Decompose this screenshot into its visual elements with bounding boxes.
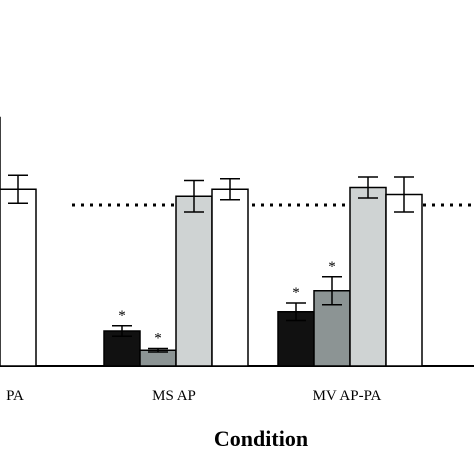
error-bar-3-4 [394, 176, 414, 213]
error-bar-2-2 [148, 347, 168, 353]
error-bar-3-2 [322, 276, 342, 306]
bar-2-4 [211, 188, 249, 367]
bar-3-4 [385, 193, 423, 367]
error-bar-1-2 [8, 174, 28, 204]
error-bar-3-3 [358, 176, 378, 199]
bar-1-2 [0, 188, 37, 367]
bar-2-3 [175, 195, 213, 367]
x-tick-label-2: MS AP [152, 388, 196, 404]
significance-marker-2-1: * [118, 308, 126, 324]
x-axis-title: Condition [214, 426, 308, 451]
significance-marker-3-2: * [328, 259, 336, 275]
error-bar-2-1 [112, 325, 132, 337]
bar-3-3 [349, 186, 387, 367]
x-tick-label-3: MV AP-PA [313, 388, 382, 404]
significance-marker-2-2: * [154, 331, 162, 347]
error-bar-3-1 [286, 302, 306, 322]
tick-labels: PA MS AP MV AP-PA [6, 388, 381, 404]
bars-layer: ***** [0, 116, 423, 367]
significance-marker-3-1: * [292, 285, 300, 301]
x-tick-label-1: PA [6, 388, 24, 404]
error-bar-2-3 [184, 179, 204, 213]
error-bar-2-4 [220, 178, 240, 201]
